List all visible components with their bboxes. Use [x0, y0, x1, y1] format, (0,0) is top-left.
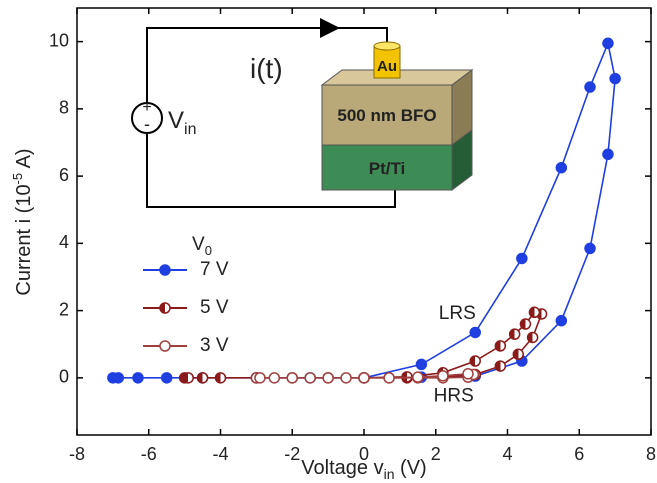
substrate-label: Pt/Ti	[369, 159, 406, 178]
data-point	[113, 373, 123, 383]
y-label-tail: A)	[13, 148, 35, 172]
source-minus: -	[144, 114, 150, 134]
data-point	[416, 359, 426, 369]
data-point	[183, 373, 193, 383]
annotation: LRS	[439, 303, 476, 324]
data-point	[305, 373, 315, 383]
y-tick-label: 10	[49, 30, 69, 50]
data-point	[470, 356, 480, 366]
x-tick-label: -4	[212, 444, 228, 464]
data-point	[513, 349, 523, 359]
legend-marker	[160, 265, 170, 275]
x-tick-label: 4	[502, 444, 512, 464]
data-point	[517, 253, 527, 263]
legend-title-sub: 0	[205, 243, 212, 258]
x-label-base: Voltage v	[301, 457, 383, 479]
data-point	[510, 329, 520, 339]
legend-marker	[160, 303, 170, 313]
data-point	[413, 372, 423, 382]
data-point	[610, 74, 620, 84]
data-point	[359, 373, 369, 383]
x-tick-label: 6	[574, 444, 584, 464]
data-point	[603, 149, 613, 159]
data-point	[556, 163, 566, 173]
x-tick-label: -2	[284, 444, 300, 464]
x-label-tail: (V)	[394, 457, 426, 479]
source-label: Vin	[168, 107, 196, 138]
legend-title-base: V	[192, 234, 205, 255]
y-axis-label: Current i (10-5 A)	[10, 148, 35, 295]
series-line	[185, 312, 542, 378]
source-label-sub: in	[184, 121, 196, 138]
source-label-base: V	[168, 107, 184, 134]
annotation: HRS	[434, 385, 474, 406]
electrode-label: Au	[377, 58, 397, 75]
electrode-top	[374, 42, 400, 50]
y-tick-label: 8	[59, 98, 69, 118]
y-tick-label: 2	[59, 299, 69, 319]
y-tick-label: 4	[59, 232, 69, 252]
x-tick-label: -6	[141, 444, 157, 464]
data-point	[269, 373, 279, 383]
x-tick-label: 8	[646, 444, 656, 464]
data-point	[341, 373, 351, 383]
data-point	[216, 373, 226, 383]
y-tick-label: 0	[59, 367, 69, 387]
page: {"chart_data": { "type": "line", "x_labe…	[0, 0, 657, 483]
data-point	[323, 373, 333, 383]
legend-marker	[160, 341, 170, 351]
data-point	[255, 373, 265, 383]
data-point	[528, 332, 538, 342]
legend-label: 3 V	[200, 335, 229, 356]
data-point	[133, 373, 143, 383]
x-tick-label: -8	[69, 444, 85, 464]
legend-label: 5 V	[200, 297, 229, 318]
y-tick-label: 6	[59, 165, 69, 185]
current-label: i(t)	[250, 53, 283, 84]
data-point	[463, 369, 473, 379]
data-point	[495, 361, 505, 371]
data-point	[520, 319, 530, 329]
data-point	[585, 82, 595, 92]
chart: + - Vin i(t) Au 500 nm BFO Pt/Ti Voltage…	[0, 0, 657, 483]
data-point	[529, 307, 539, 317]
film-label: 500 nm BFO	[337, 106, 436, 125]
y-label-base: Current i (10	[13, 184, 35, 295]
data-point	[495, 341, 505, 351]
y-label-sup: -5	[10, 173, 25, 185]
data-point	[384, 373, 394, 383]
data-point	[162, 373, 172, 383]
data-point	[603, 38, 613, 48]
x-tick-label: 0	[359, 444, 369, 464]
data-point	[438, 371, 448, 381]
data-point	[287, 373, 297, 383]
x-tick-label: 2	[431, 444, 441, 464]
data-point	[470, 327, 480, 337]
legend-label: 7 V	[200, 259, 229, 280]
legend-title: V0	[192, 234, 212, 258]
x-label-sub: in	[384, 466, 395, 482]
data-point	[198, 373, 208, 383]
data-point	[556, 316, 566, 326]
inset-diagram: + - Vin i(t) Au 500 nm BFO Pt/Ti	[132, 28, 472, 207]
data-point	[585, 243, 595, 253]
